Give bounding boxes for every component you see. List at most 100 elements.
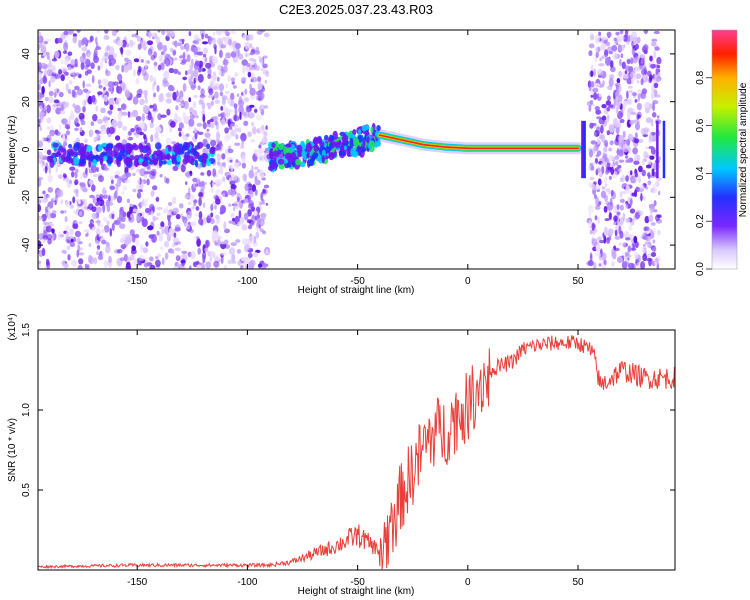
noise-speckle xyxy=(196,238,201,247)
noise-speckle xyxy=(622,143,629,153)
noise-speckle xyxy=(627,34,631,43)
noise-speckle xyxy=(630,31,638,39)
noise-speckle xyxy=(655,257,659,264)
noise-speckle xyxy=(622,241,627,249)
noise-speckle xyxy=(164,252,169,260)
noise-speckle xyxy=(211,75,217,82)
noise-speckle xyxy=(69,242,76,248)
noise-speckle xyxy=(198,218,204,226)
noise-speckle xyxy=(74,127,79,131)
noise-speckle xyxy=(184,172,191,177)
noise-speckle xyxy=(161,62,165,71)
noise-speckle xyxy=(98,253,103,257)
noise-speckle xyxy=(656,262,660,269)
noise-speckle xyxy=(617,95,621,103)
noise-speckle xyxy=(61,118,68,125)
noise-speckle xyxy=(125,172,132,178)
noise-speckle xyxy=(109,104,114,111)
band-speckle xyxy=(57,148,61,157)
noise-speckle xyxy=(167,202,173,206)
trace-speckle xyxy=(296,144,303,152)
noise-speckle xyxy=(618,70,622,77)
noise-speckle xyxy=(103,87,106,91)
spectrogram-x-ticks: -150 -100 -50 0 50 xyxy=(127,30,584,287)
noise-speckle xyxy=(618,36,625,41)
noise-speckle xyxy=(127,256,132,262)
noise-speckle xyxy=(609,60,614,69)
noise-speckle xyxy=(195,76,198,82)
noise-speckle xyxy=(122,125,128,131)
y-tick-label: 1.5 xyxy=(21,323,32,337)
band-speckle xyxy=(172,156,178,162)
noise-speckle xyxy=(639,65,644,71)
spectrogram-panel: -150 -100 -50 0 50 -40 -20 0 20 40 Height of str… xyxy=(7,29,676,296)
noise-speckle xyxy=(152,185,158,191)
noise-speckle xyxy=(224,228,230,234)
noise-speckle xyxy=(138,202,142,209)
noise-speckle xyxy=(230,51,237,58)
noise-speckle xyxy=(58,91,64,98)
noise-speckle xyxy=(262,63,268,69)
noise-speckle xyxy=(595,51,599,58)
chart-title: C2E3.2025.037.23.43.R03 xyxy=(279,2,433,17)
noise-speckle xyxy=(655,180,660,187)
noise-speckle xyxy=(110,86,114,95)
noise-speckle xyxy=(185,70,188,76)
noise-speckle xyxy=(621,61,626,70)
band-speckle xyxy=(80,158,87,165)
noise-speckle xyxy=(188,118,195,127)
noise-speckle xyxy=(613,247,620,252)
noise-speckle xyxy=(234,114,237,122)
noise-speckle xyxy=(217,239,221,247)
noise-speckle xyxy=(209,256,213,263)
noise-speckle xyxy=(647,172,651,178)
noise-speckle xyxy=(200,88,205,96)
noise-speckle xyxy=(47,63,53,71)
y-tick-label: 0.5 xyxy=(21,483,32,497)
noise-speckle xyxy=(222,193,226,198)
noise-speckle xyxy=(257,263,263,268)
noise-speckle xyxy=(613,221,617,225)
noise-speckle xyxy=(197,85,201,91)
noise-speckle xyxy=(210,212,214,218)
noise-speckle xyxy=(606,130,610,136)
noise-speckle xyxy=(156,85,160,92)
trace-speckle xyxy=(310,157,314,163)
noise-speckle xyxy=(631,192,636,197)
noise-speckle xyxy=(102,204,106,213)
noise-speckle xyxy=(632,36,639,46)
noise-speckle xyxy=(589,149,594,158)
noise-speckle xyxy=(200,66,203,72)
noise-speckle xyxy=(79,127,83,133)
noise-speckle xyxy=(97,255,104,260)
noise-speckle xyxy=(637,93,641,102)
noise-speckle xyxy=(150,190,155,197)
noise-speckle xyxy=(137,179,141,184)
noise-speckle xyxy=(620,53,624,59)
noise-speckle xyxy=(628,89,633,94)
noise-speckle xyxy=(231,260,236,264)
noise-speckle xyxy=(615,126,620,135)
noise-speckle xyxy=(653,64,659,68)
noise-speckle xyxy=(221,117,226,126)
noise-speckle xyxy=(168,84,174,92)
noise-speckle xyxy=(608,212,612,220)
noise-speckle xyxy=(51,210,57,214)
spectrogram-y-ticks: -40 -20 0 20 40 xyxy=(21,48,675,252)
noise-speckle xyxy=(121,64,125,73)
noise-speckle xyxy=(625,175,629,182)
noise-speckle xyxy=(162,77,168,84)
noise-speckle xyxy=(625,217,630,223)
noise-speckle xyxy=(167,211,171,216)
x-tick-label: -50 xyxy=(350,276,365,287)
trace-speckle xyxy=(278,143,284,151)
noise-speckle xyxy=(147,225,154,231)
noise-speckle xyxy=(138,254,145,262)
noise-speckle xyxy=(120,174,127,179)
noise-speckle xyxy=(179,90,184,99)
noise-speckle xyxy=(263,32,270,38)
noise-speckle xyxy=(165,98,172,104)
noise-speckle xyxy=(169,127,173,133)
noise-speckle xyxy=(239,264,245,269)
noise-speckle xyxy=(204,56,208,63)
